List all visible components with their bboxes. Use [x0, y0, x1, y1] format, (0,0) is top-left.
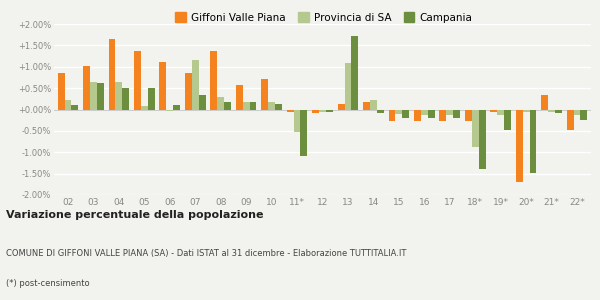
- Bar: [199, 94, 206, 110]
- Text: COMUNE DI GIFFONI VALLE PIANA (SA) - Dati ISTAT al 31 dicembre - Elaborazione TU: COMUNE DI GIFFONI VALLE PIANA (SA) - Dat…: [6, 249, 406, 258]
- Bar: [428, 110, 434, 118]
- Bar: [338, 104, 344, 110]
- Bar: [65, 100, 71, 110]
- Text: Variazione percentuale della popolazione: Variazione percentuale della popolazione: [6, 210, 263, 220]
- Bar: [439, 110, 446, 121]
- Bar: [141, 106, 148, 109]
- Bar: [261, 79, 268, 110]
- Bar: [530, 110, 536, 173]
- Bar: [71, 105, 79, 110]
- Bar: [134, 50, 141, 110]
- Bar: [414, 110, 421, 121]
- Bar: [192, 60, 199, 110]
- Bar: [275, 104, 282, 110]
- Bar: [224, 102, 231, 110]
- Bar: [173, 105, 180, 110]
- Bar: [446, 110, 453, 115]
- Bar: [377, 110, 384, 113]
- Bar: [479, 110, 485, 169]
- Bar: [580, 110, 587, 120]
- Bar: [574, 110, 580, 115]
- Bar: [497, 110, 504, 115]
- Bar: [211, 50, 217, 110]
- Bar: [185, 73, 192, 110]
- Bar: [109, 39, 115, 110]
- Bar: [465, 110, 472, 121]
- Bar: [148, 88, 155, 109]
- Bar: [541, 94, 548, 110]
- Bar: [250, 102, 256, 110]
- Text: (*) post-censimento: (*) post-censimento: [6, 279, 89, 288]
- Bar: [243, 102, 250, 110]
- Bar: [160, 62, 166, 110]
- Bar: [453, 110, 460, 118]
- Bar: [402, 110, 409, 118]
- Bar: [344, 63, 352, 110]
- Bar: [363, 102, 370, 110]
- Bar: [293, 110, 301, 132]
- Bar: [287, 110, 293, 112]
- Legend: Giffoni Valle Piana, Provincia di SA, Campania: Giffoni Valle Piana, Provincia di SA, Ca…: [172, 8, 476, 27]
- Bar: [555, 110, 562, 113]
- Bar: [490, 110, 497, 112]
- Bar: [122, 88, 129, 109]
- Bar: [472, 110, 479, 147]
- Bar: [389, 110, 395, 121]
- Bar: [548, 110, 555, 112]
- Bar: [566, 110, 574, 130]
- Bar: [268, 102, 275, 110]
- Bar: [83, 66, 90, 110]
- Bar: [370, 100, 377, 110]
- Bar: [58, 73, 65, 110]
- Bar: [395, 110, 402, 114]
- Bar: [516, 110, 523, 182]
- Bar: [217, 97, 224, 110]
- Bar: [236, 85, 243, 110]
- Bar: [421, 110, 428, 115]
- Bar: [166, 110, 173, 111]
- Bar: [326, 110, 333, 112]
- Bar: [97, 83, 104, 110]
- Bar: [504, 110, 511, 130]
- Bar: [90, 82, 97, 110]
- Bar: [319, 110, 326, 112]
- Bar: [352, 36, 358, 110]
- Bar: [301, 110, 307, 156]
- Bar: [115, 82, 122, 110]
- Bar: [312, 110, 319, 113]
- Bar: [523, 110, 530, 112]
